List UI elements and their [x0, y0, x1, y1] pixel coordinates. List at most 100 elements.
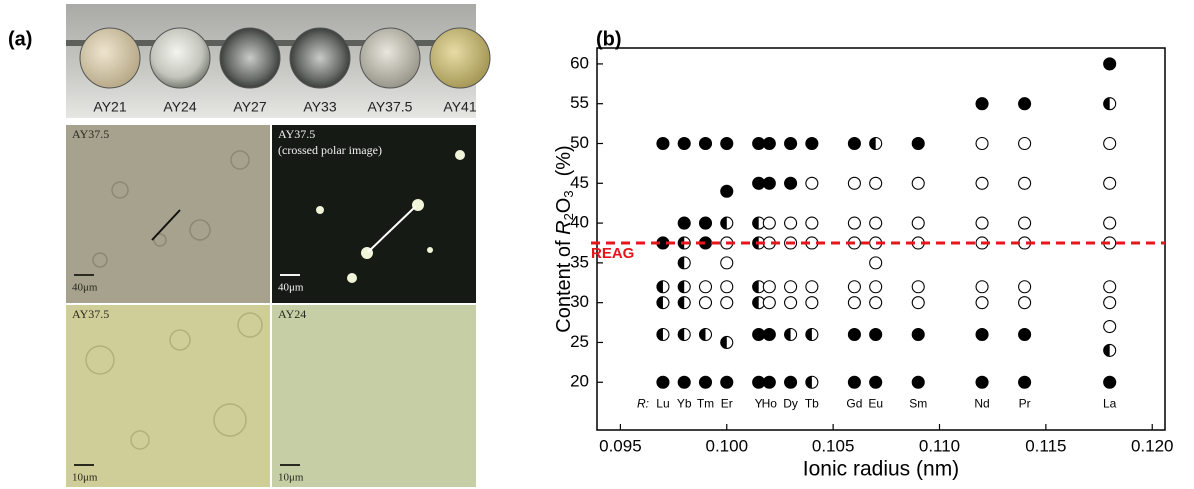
- data-point: [975, 280, 989, 294]
- marker-half: [869, 137, 876, 150]
- micro-label: AY37.5: [278, 127, 315, 141]
- marker-half: [678, 296, 685, 309]
- marker-outline: [847, 136, 861, 151]
- marker-half: [805, 328, 812, 341]
- marker-outline: [1103, 136, 1117, 151]
- data-point: [805, 296, 819, 310]
- data-point: [805, 327, 819, 342]
- marker-outline: [847, 280, 861, 294]
- marker-half: [1103, 344, 1110, 357]
- marker-outline: [911, 176, 925, 190]
- data-point: [847, 136, 861, 151]
- sample-label: AY41: [443, 99, 476, 115]
- data-point: [762, 280, 776, 294]
- y-tick-label: 60: [570, 53, 589, 72]
- data-point: [784, 327, 798, 342]
- sample-label: AY21: [93, 99, 126, 115]
- data-point: [677, 216, 691, 230]
- marker-outline: [911, 375, 925, 389]
- element-label: Pr: [1019, 396, 1031, 410]
- element-label: Nd: [974, 396, 989, 410]
- data-point: [677, 136, 691, 151]
- marker-outline: [911, 216, 925, 230]
- data-point: [975, 176, 989, 190]
- data-point: [869, 216, 883, 230]
- data-point: [1018, 97, 1032, 111]
- sample-label: AY27: [233, 99, 266, 115]
- marker-outline: [784, 280, 798, 294]
- data-point: [847, 327, 861, 342]
- marker-outline: [869, 216, 883, 230]
- marker-outline: [1018, 216, 1032, 230]
- marker-outline: [869, 327, 883, 342]
- marker-outline: [656, 375, 670, 389]
- marker-outline: [1103, 296, 1117, 310]
- element-label: Lu: [656, 396, 669, 410]
- marker-outline: [805, 216, 819, 230]
- marker-outline: [911, 296, 925, 310]
- marker-half: [720, 336, 727, 349]
- sample-sphere: [79, 27, 141, 89]
- marker-outline: [869, 296, 883, 310]
- data-point: [677, 280, 691, 294]
- marker-half: [720, 217, 727, 230]
- data-point: [847, 176, 861, 190]
- data-point: [762, 216, 776, 230]
- element-label: Gd: [846, 396, 862, 410]
- y-tick-label: 40: [570, 213, 589, 232]
- micro-features: [92, 150, 250, 268]
- data-point: [677, 296, 691, 310]
- marker-outline: [762, 136, 776, 151]
- data-point: [698, 280, 713, 294]
- data-point: [869, 280, 883, 294]
- data-point: [911, 136, 925, 151]
- micrograph: [66, 305, 270, 487]
- data-point: [720, 136, 734, 151]
- data-point: [698, 136, 713, 151]
- data-point: [1103, 343, 1117, 357]
- data-point: [762, 327, 776, 342]
- data-point: [1103, 296, 1117, 310]
- panel-label: (b): [596, 28, 622, 50]
- sample-sphere: [359, 27, 421, 89]
- marker-outline: [677, 216, 691, 230]
- marker-outline: [975, 327, 989, 342]
- data-point: [656, 280, 670, 294]
- x-tick-label: 0.100: [705, 436, 748, 455]
- micrograph: [272, 305, 476, 487]
- data-point: [805, 176, 819, 190]
- marker-outline: [784, 375, 798, 389]
- data-point: [911, 280, 925, 294]
- data-point: [869, 136, 883, 151]
- marker-outline: [805, 136, 819, 151]
- element-label: Er: [721, 396, 733, 410]
- micro-label: AY37.5: [72, 307, 109, 321]
- data-point: [847, 280, 861, 294]
- marker-outline: [698, 136, 713, 151]
- marker-outline: [656, 136, 670, 151]
- marker-outline: [677, 136, 691, 151]
- marker-outline: [677, 375, 691, 389]
- marker-outline: [911, 280, 925, 294]
- data-point: [805, 375, 819, 389]
- data-point: [869, 375, 883, 389]
- marker-half: [678, 328, 685, 341]
- element-label: Y: [755, 396, 763, 410]
- element-label: Ho: [762, 396, 778, 410]
- marker-outline: [762, 327, 776, 342]
- sample-label: AY24: [163, 99, 196, 115]
- y-tick-label: 35: [570, 252, 589, 271]
- marker-outline: [720, 184, 734, 198]
- sample-sphere: [219, 27, 281, 89]
- data-point: [677, 256, 691, 270]
- data-point: [1103, 136, 1117, 151]
- data-point: [911, 176, 925, 190]
- y-axis-label-part: R: [553, 220, 575, 234]
- data-point: [869, 296, 883, 310]
- data-point: [847, 296, 861, 310]
- marker-outline: [720, 280, 734, 294]
- marker-outline: [762, 176, 776, 190]
- element-label: Eu: [868, 396, 883, 410]
- marker-half: [752, 217, 759, 230]
